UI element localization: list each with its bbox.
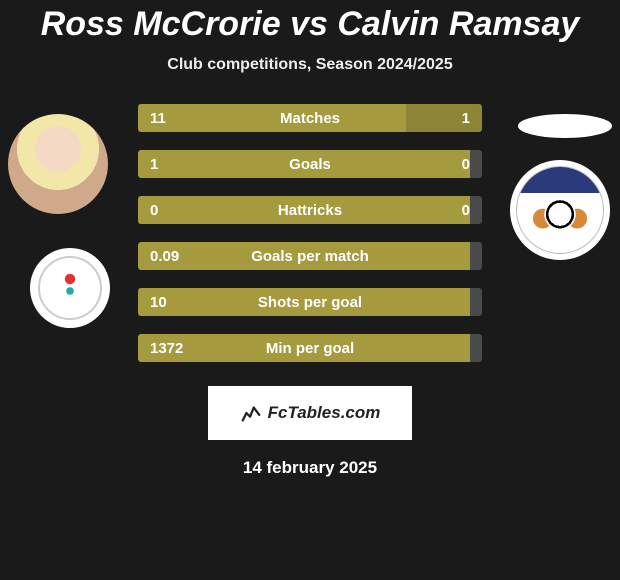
stat-bar-right: 0: [470, 196, 482, 224]
stat-value-right: 0: [462, 156, 470, 173]
stat-rows: 111Matches10Goals00Hattricks0.09Goals pe…: [138, 104, 482, 362]
source-attribution: FcTables.com: [208, 386, 412, 440]
stat-value-left: 1372: [150, 340, 183, 357]
stat-value-left: 0.09: [150, 248, 179, 265]
stat-bar-left: 1: [138, 150, 470, 178]
stats-area: 111Matches10Goals00Hattricks0.09Goals pe…: [0, 104, 620, 362]
stat-row: 10Shots per goal: [138, 288, 482, 316]
stat-bar-right: [470, 288, 482, 316]
player2-club-badge: [510, 160, 610, 260]
stat-bar-left: 0.09: [138, 242, 470, 270]
stat-value-right: 0: [462, 202, 470, 219]
stat-bar-left: 1372: [138, 334, 470, 362]
stat-bar-right: 0: [470, 150, 482, 178]
stat-value-left: 1: [150, 156, 158, 173]
player1-avatar: [8, 114, 108, 214]
stat-value-left: 0: [150, 202, 158, 219]
stat-row: 111Matches: [138, 104, 482, 132]
fctables-icon: [240, 402, 262, 424]
infographic-date: 14 february 2025: [0, 458, 620, 478]
stat-row: 00Hattricks: [138, 196, 482, 224]
stat-bar-left: 11: [138, 104, 406, 132]
stat-value-left: 11: [150, 110, 166, 127]
infographic-root: Ross McCrorie vs Calvin Ramsay Club comp…: [0, 0, 620, 478]
page-title: Ross McCrorie vs Calvin Ramsay: [0, 5, 620, 44]
stat-bar-right: [470, 242, 482, 270]
stat-value-left: 10: [150, 294, 167, 311]
stat-value-right: 1: [462, 110, 470, 127]
player1-club-badge: [30, 248, 110, 328]
stat-row: 10Goals: [138, 150, 482, 178]
page-subtitle: Club competitions, Season 2024/2025: [0, 56, 620, 74]
stat-row: 0.09Goals per match: [138, 242, 482, 270]
stat-row: 1372Min per goal: [138, 334, 482, 362]
player2-avatar: [518, 114, 612, 138]
stat-bar-left: 10: [138, 288, 470, 316]
stat-bar-left: 0: [138, 196, 470, 224]
stat-bar-right: [470, 334, 482, 362]
stat-bar-right: 1: [406, 104, 482, 132]
source-label: FcTables.com: [268, 403, 381, 423]
